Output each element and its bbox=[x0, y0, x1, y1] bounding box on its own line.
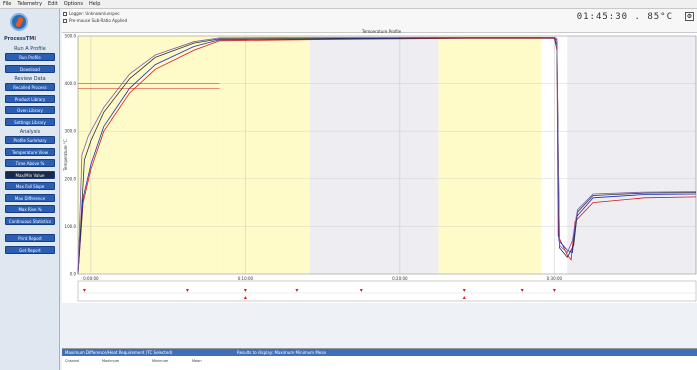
event-marker bbox=[462, 289, 466, 292]
sidebar-button[interactable]: Print Report bbox=[5, 234, 55, 242]
event-marker bbox=[520, 289, 524, 292]
x-tick-label: 0:10:00 bbox=[238, 276, 254, 281]
chart-band bbox=[219, 36, 310, 274]
sidebar-button[interactable]: Max Difference bbox=[5, 193, 55, 202]
sidebar-section-label: Review Data bbox=[14, 76, 46, 82]
menu-item-2[interactable]: Edit bbox=[48, 1, 58, 7]
event-marker bbox=[552, 289, 556, 292]
sidebar-button[interactable]: Max/Min Value bbox=[5, 170, 55, 179]
sidebar-button[interactable]: Oven Library bbox=[5, 106, 55, 114]
event-marker bbox=[295, 289, 299, 292]
event-marker bbox=[462, 296, 466, 299]
menu-item-3[interactable]: Options bbox=[63, 1, 84, 7]
menu-bar: File Telemetry Edit Options Help bbox=[0, 0, 697, 9]
results-panel: Maximum Difference/Heat Requirement (TC … bbox=[62, 348, 697, 370]
brand-name: ProcessTMI bbox=[4, 36, 37, 42]
event-marker bbox=[243, 289, 247, 292]
menu-item-4[interactable]: Help bbox=[89, 1, 101, 7]
col-maximum: Maximum bbox=[102, 359, 120, 363]
sidebar-button[interactable]: Settings Library bbox=[5, 117, 55, 126]
x-tick-label: 0:00:00 bbox=[83, 276, 99, 281]
y-tick-label: 200.0 bbox=[65, 176, 77, 181]
sidebar-button[interactable]: Max Rise % bbox=[5, 205, 55, 213]
temperature-chart[interactable]: 0.0 100.0 200.0 300.0 400.0 500.0 0:00:00 0:10:… bbox=[62, 33, 697, 303]
sidebar-button[interactable]: Max Fall Slope bbox=[5, 182, 55, 190]
menu-item-1[interactable]: Telemetry bbox=[17, 1, 43, 7]
settings-icon[interactable]: ⚙ bbox=[685, 12, 694, 21]
ratio-row[interactable]: Pre-mouse Sub-Ratio Applied bbox=[63, 18, 127, 24]
chart-area[interactable]: 0.0 100.0 200.0 300.0 400.0 500.0 0:00:00 0:10:… bbox=[62, 33, 697, 303]
y-tick-label: 400.0 bbox=[65, 81, 77, 86]
event-marker bbox=[185, 289, 189, 292]
main-panel: Logger: Unknown/unspec Pre-mouse Sub-Rat… bbox=[62, 9, 697, 348]
x-tick-label: 0:30:00 bbox=[547, 276, 563, 281]
sidebar-button[interactable]: Recalled Process bbox=[5, 83, 55, 91]
event-strip bbox=[77, 280, 697, 302]
sidebar-section-label: Run A Profile bbox=[14, 46, 46, 52]
col-minimum: Minimum bbox=[152, 359, 169, 363]
sidebar: ProcessTMI Run A Profile Run Profile Downl… bbox=[0, 9, 60, 370]
sidebar-button[interactable]: Get Report bbox=[5, 245, 55, 254]
chart-band bbox=[309, 36, 439, 274]
sidebar-button[interactable]: Profile Summary bbox=[5, 136, 55, 144]
app-logo-icon bbox=[10, 13, 28, 31]
y-tick-label: 500.0 bbox=[65, 34, 77, 39]
event-marker bbox=[82, 289, 86, 292]
menu-item-0[interactable]: File bbox=[3, 1, 12, 7]
chart-title: Temperature Profile bbox=[362, 29, 402, 34]
results-bar: Maximum Difference/Heat Requirement (TC … bbox=[62, 349, 697, 356]
col-channel: Channel bbox=[65, 359, 80, 363]
series-line bbox=[77, 38, 697, 275]
event-marker bbox=[243, 296, 247, 299]
sidebar-button[interactable]: Product Library bbox=[5, 94, 55, 103]
y-axis-label: Temperature °C bbox=[63, 139, 68, 172]
y-tick-label: 100.0 bbox=[65, 224, 77, 229]
sidebar-button[interactable]: Continuous Statistics bbox=[5, 216, 55, 225]
logger-row[interactable]: Logger: Unknown/unspec bbox=[63, 11, 120, 17]
chart-band bbox=[438, 36, 542, 274]
series-line bbox=[77, 37, 697, 275]
sidebar-button[interactable]: Download bbox=[5, 64, 55, 73]
sidebar-button[interactable]: Run Profile bbox=[5, 53, 55, 61]
sidebar-button[interactable]: Temperature View bbox=[5, 147, 55, 156]
event-marker bbox=[359, 289, 363, 292]
y-tick-label: 0.0 bbox=[70, 272, 77, 277]
y-tick-label: 300.0 bbox=[65, 129, 77, 134]
sidebar-button[interactable]: Time Above % bbox=[5, 159, 55, 167]
sidebar-section-label: Analysis bbox=[19, 129, 41, 135]
checkbox-icon[interactable] bbox=[63, 12, 67, 16]
chart-band bbox=[567, 36, 696, 274]
x-tick-label: 0:20:00 bbox=[392, 276, 408, 281]
col-mean: Mean bbox=[192, 359, 202, 363]
top-strip: Logger: Unknown/unspec Pre-mouse Sub-Rat… bbox=[62, 9, 697, 34]
checkbox-icon[interactable] bbox=[63, 19, 67, 23]
chart-band bbox=[78, 36, 220, 274]
clock-readout: 01:45:30 . 85°C bbox=[576, 12, 673, 22]
